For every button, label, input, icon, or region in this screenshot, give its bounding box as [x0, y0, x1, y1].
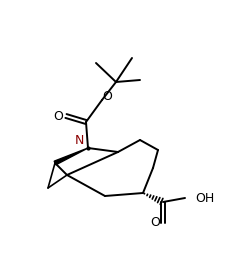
Text: N: N: [74, 133, 84, 147]
Text: O: O: [53, 110, 63, 123]
Text: O: O: [150, 217, 160, 230]
Text: OH: OH: [195, 192, 214, 205]
Text: O: O: [102, 90, 112, 103]
Polygon shape: [54, 148, 88, 165]
